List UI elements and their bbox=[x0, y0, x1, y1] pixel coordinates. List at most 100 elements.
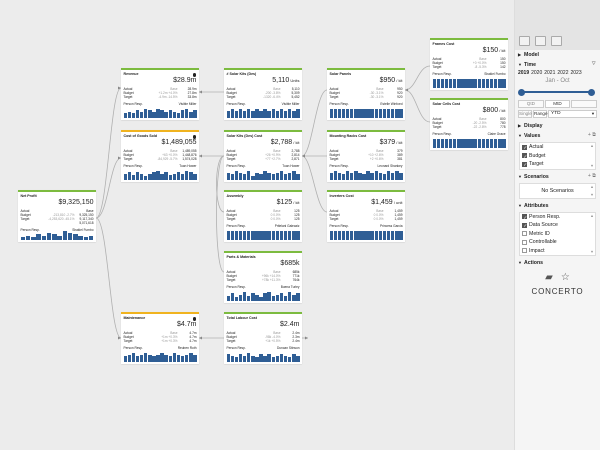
mtd-button[interactable]: MtD bbox=[544, 100, 571, 108]
card-unit: / kit bbox=[498, 107, 506, 113]
sparkline-bar bbox=[251, 355, 255, 362]
section-model[interactable]: ▶ Model bbox=[518, 52, 539, 58]
blank-mode-button[interactable] bbox=[571, 100, 598, 108]
sparkline-bar bbox=[176, 112, 181, 118]
card-parts-materials[interactable]: Parts & Materials $685k Actual Base 685k Budg… bbox=[224, 251, 302, 303]
section-time[interactable]: ▼ Time ⛛ bbox=[518, 61, 596, 68]
tree-view-icon[interactable] bbox=[519, 36, 530, 46]
card-total-labour-cost[interactable]: Total Labour Cost $2.4m Actual Base 2.4m Budg… bbox=[224, 312, 302, 364]
checkbox[interactable] bbox=[522, 248, 527, 254]
star-icon[interactable]: ☆ bbox=[560, 272, 570, 283]
attributes-scrollbar[interactable]: ▲ ▼ bbox=[590, 213, 594, 255]
period-select[interactable]: YTD bbox=[548, 110, 597, 118]
attribute-item[interactable]: Controllable bbox=[520, 238, 595, 247]
sparkline-bar bbox=[477, 79, 482, 88]
slider-end-handle[interactable] bbox=[588, 88, 595, 96]
metric-label: Target bbox=[226, 156, 236, 161]
sparkline-bar bbox=[160, 110, 164, 118]
year-2023[interactable]: 2023 bbox=[570, 70, 582, 76]
qtd-button[interactable]: QtD bbox=[518, 100, 544, 108]
values-scrollbar[interactable]: ▲ ▼ bbox=[590, 144, 594, 168]
sparkline-bar bbox=[31, 237, 36, 240]
checkbox[interactable] bbox=[522, 153, 527, 161]
range-button[interactable]: Range bbox=[533, 110, 548, 118]
sparkline-bar bbox=[263, 171, 267, 180]
month-range-slider[interactable] bbox=[518, 88, 595, 96]
chart-view-icon[interactable] bbox=[551, 36, 562, 46]
card-solar-cells-cost[interactable]: Solar Cells Cost $800 / kit Actual Base 800 B… bbox=[430, 98, 508, 150]
folder-icon[interactable]: ▰ bbox=[545, 272, 553, 283]
sparkline-bar bbox=[358, 172, 362, 180]
sparkline-bar bbox=[461, 79, 465, 88]
card-metric-row: Target -30 -3.1% 920 bbox=[330, 95, 403, 99]
checkbox[interactable] bbox=[522, 239, 527, 245]
card-value: $800 / kit bbox=[482, 106, 506, 114]
sparkline-bar bbox=[180, 110, 185, 118]
scenarios-scrollbar[interactable]: ▲ ▼ bbox=[590, 184, 594, 197]
checkbox[interactable] bbox=[522, 144, 527, 153]
sparkline-bar bbox=[242, 355, 247, 362]
slider-start-handle[interactable] bbox=[518, 88, 525, 96]
card-metric-row: Target 0 0.0% 1,459 bbox=[330, 217, 403, 221]
card-cost-of-goods-sold[interactable]: Cost of Goods Sold $1,489,055 Actual Base 1,… bbox=[121, 130, 199, 182]
value-item-budget[interactable]: Budget bbox=[520, 152, 595, 161]
year-2022[interactable]: 2022 bbox=[557, 70, 569, 76]
card-title: Assembly bbox=[226, 193, 244, 198]
sparkline-bar bbox=[271, 356, 276, 362]
card-status-dot[interactable] bbox=[192, 317, 196, 321]
year-2020[interactable]: 2020 bbox=[531, 70, 543, 76]
metric-value: 5,309 bbox=[291, 90, 300, 95]
year-2021[interactable]: 2021 bbox=[544, 70, 556, 76]
card-solar-panels[interactable]: Solar Panels $950 / kit Actual Base 950 Budge… bbox=[327, 68, 405, 120]
sparkline-bar bbox=[172, 353, 177, 362]
sparkline-bar bbox=[251, 231, 255, 240]
sparkline-bar bbox=[465, 79, 469, 88]
card-status-dot[interactable] bbox=[192, 73, 196, 77]
metric-value: 1,459 bbox=[394, 212, 403, 217]
checkbox[interactable] bbox=[522, 231, 527, 237]
checkbox[interactable] bbox=[522, 161, 527, 170]
metric-label: Target bbox=[329, 216, 339, 221]
card-frames-cost[interactable]: Frames Cost $150 / kit Actual Base 150 Budget… bbox=[430, 38, 508, 90]
card-maintenance[interactable]: Maintenance $4.7m Actual Base 4.7m Budget +1m … bbox=[121, 312, 199, 364]
filter-icon[interactable]: ⛛ bbox=[591, 61, 596, 67]
card-net-profit[interactable]: Net Profit $9,325,150 Actual Base Budget -213… bbox=[18, 190, 96, 242]
card-inverters-cost[interactable]: Inverters Cost $1,459 / unit Actual Base 1,4… bbox=[327, 190, 405, 242]
card-solar-kits[interactable]: # Solar Kits (Des) 5,110 Units Actual Base 5… bbox=[224, 68, 302, 120]
section-scenarios[interactable]: ▼ Scenarios + ⧉ bbox=[518, 172, 596, 180]
sparkline-bar bbox=[444, 139, 449, 148]
card-status-dot[interactable] bbox=[192, 135, 196, 139]
metric-value: 1,459 bbox=[394, 216, 403, 221]
section-display[interactable]: ▶ Display bbox=[518, 123, 543, 129]
attribute-item[interactable]: Data Source bbox=[520, 221, 595, 231]
attribute-item[interactable]: Metric ID bbox=[520, 230, 595, 239]
sparkline-bar bbox=[176, 354, 181, 362]
table-view-icon[interactable] bbox=[535, 36, 546, 46]
card-solar-kits-cost[interactable]: Solar Kits (Des) Cost $2,788 / kit Actual B… bbox=[224, 130, 302, 182]
section-actions[interactable]: ▼ Actions bbox=[518, 260, 544, 266]
card-value: $28.9m bbox=[173, 76, 197, 84]
single-button[interactable]: Single bbox=[518, 110, 532, 118]
checkbox[interactable] bbox=[522, 222, 527, 231]
attribute-item[interactable]: Impact bbox=[520, 247, 595, 256]
add-value-icon[interactable]: + ⧉ bbox=[587, 132, 596, 138]
sparkline-bar bbox=[127, 354, 132, 362]
metric-value: 800 bbox=[500, 116, 506, 121]
add-scenario-icon[interactable]: + ⧉ bbox=[587, 172, 596, 179]
sparkline-bar bbox=[135, 172, 140, 180]
card-assembly[interactable]: Assembly $125 / kit Actual Base 125 Budget 0 0… bbox=[224, 190, 302, 242]
value-item-target[interactable]: Target bbox=[520, 160, 595, 170]
checkbox[interactable] bbox=[522, 214, 527, 222]
section-attributes[interactable]: ▼ Attributes bbox=[518, 202, 549, 209]
section-values[interactable]: ▼ Values + ⧉ bbox=[518, 132, 596, 139]
person-responsible: Person Resp. Shakiel Fumbo bbox=[21, 228, 94, 232]
sparkline-bar bbox=[20, 237, 26, 240]
year-2019[interactable]: 2019 bbox=[518, 70, 530, 76]
card-title: Solar Panels bbox=[329, 71, 352, 76]
sparkline-bar bbox=[123, 112, 127, 118]
card-revenue[interactable]: Revenue $28.9m Actual Base 28.9m Budget +1.2m … bbox=[121, 68, 199, 120]
value-item-actual[interactable]: Actual bbox=[520, 143, 595, 153]
attribute-item[interactable]: Person Resp. bbox=[520, 213, 595, 222]
card-metric-row: Actual Base 1,489,055 bbox=[124, 149, 197, 153]
card-mounting-racks-cost[interactable]: Mounting Racks Cost $379 / kit Actual Base 3… bbox=[327, 130, 405, 182]
